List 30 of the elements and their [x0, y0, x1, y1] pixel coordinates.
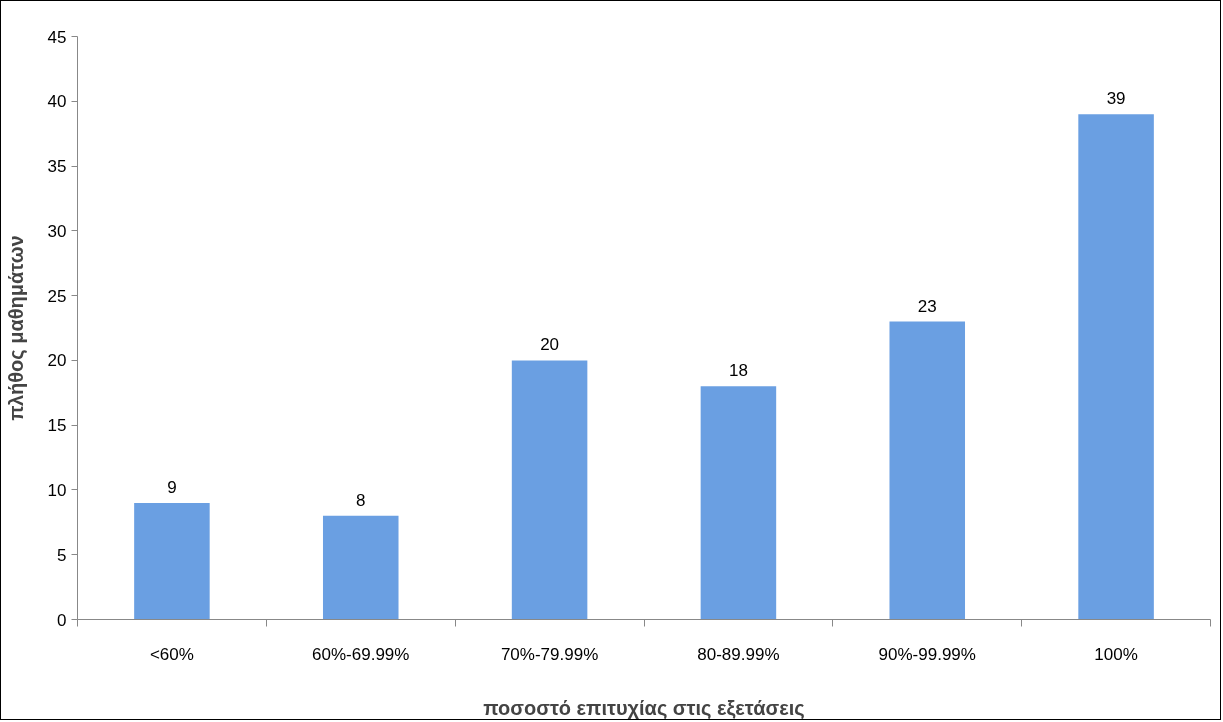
data-label: 9 [167, 477, 177, 497]
y-tick-label: 30 [47, 221, 67, 241]
bar [322, 515, 399, 620]
y-tick-label: 15 [47, 416, 67, 436]
bar [134, 502, 210, 620]
x-axis-title: ποσοστό επιτυχίας στις εξετάσεις [483, 696, 805, 719]
x-tick-label: 100% [1094, 644, 1138, 664]
data-label: 39 [1106, 89, 1126, 109]
y-tick-label: 25 [47, 286, 67, 306]
bar [511, 360, 588, 620]
y-tick-label: 10 [47, 480, 67, 500]
data-label: 18 [728, 361, 748, 381]
x-tick-label: <60% [149, 644, 194, 664]
x-tick-label: 90%-99.99% [878, 644, 976, 664]
data-label: 23 [917, 296, 937, 316]
y-tick-label: 0 [57, 610, 67, 630]
data-label: 20 [540, 335, 560, 355]
bar [889, 321, 966, 620]
x-tick-label: 70%-79.99% [500, 644, 599, 664]
data-label: 8 [356, 490, 366, 510]
x-tick-label: 80-89.99% [697, 644, 780, 664]
bar [700, 386, 777, 620]
y-tick-label: 5 [57, 545, 67, 565]
y-tick-label: 35 [47, 157, 67, 177]
y-tick-label: 45 [47, 27, 67, 47]
x-tick-label: 60%-69.99% [312, 644, 410, 664]
bar [1078, 114, 1154, 620]
y-axis-title: πλήθος μαθημάτων [4, 235, 27, 421]
y-tick-label: 20 [47, 351, 67, 371]
y-tick-label: 40 [47, 92, 67, 112]
